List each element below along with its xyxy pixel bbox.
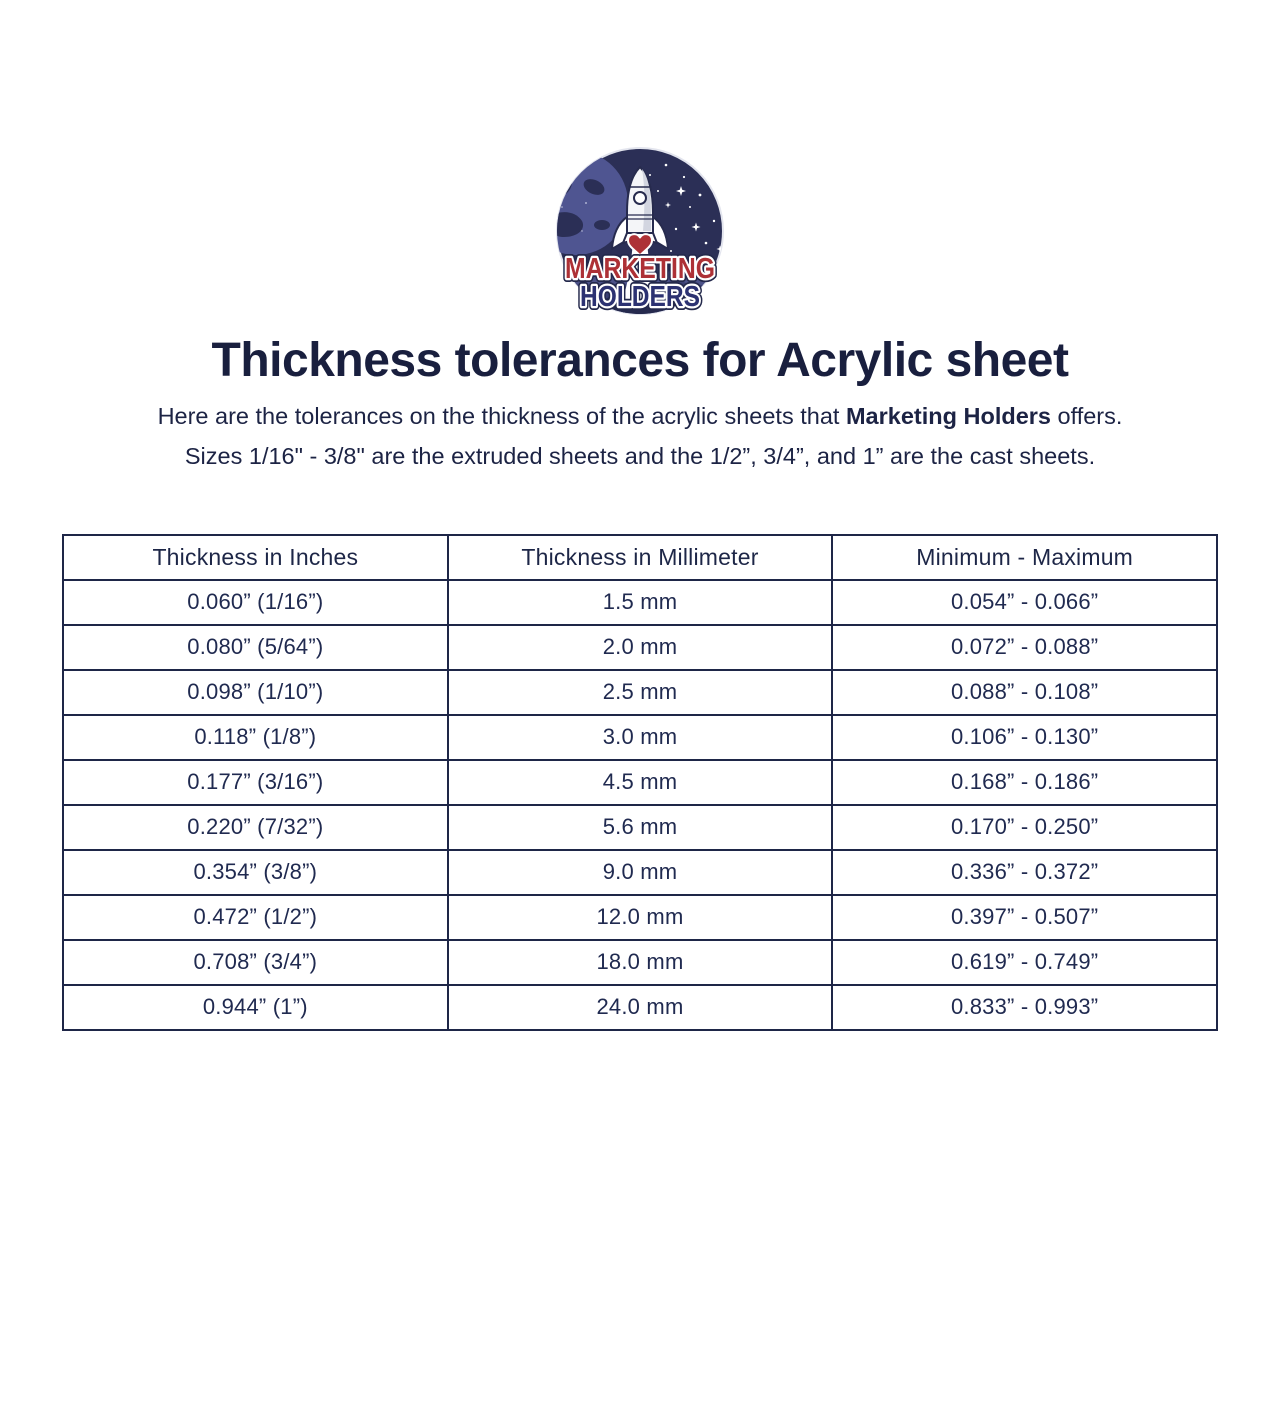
- cell-min-max: 0.397” - 0.507”: [831, 893, 1218, 941]
- cell-min-max: 0.619” - 0.749”: [831, 938, 1218, 986]
- table-row: 0.080” (5/64”) 2.0 mm 0.072” - 0.088”: [62, 623, 1218, 671]
- cell-thickness-mm: 24.0 mm: [446, 983, 834, 1031]
- table-header-cell: Thickness in Millimeter: [446, 533, 834, 581]
- marketing-holders-logo: MARKETING HOLDERS MARKETING HOLDERS: [540, 145, 740, 325]
- table-row: 0.118” (1/8”) 3.0 mm 0.106” - 0.130”: [62, 713, 1218, 761]
- table-body: 0.060” (1/16”) 1.5 mm 0.054” - 0.066” 0.…: [62, 578, 1218, 1031]
- logo-wordmark: MARKETING HOLDERS MARKETING HOLDERS: [561, 249, 719, 317]
- cell-thickness-inches: 0.080” (5/64”): [62, 623, 449, 671]
- table-row: 0.944” (1”) 24.0 mm 0.833” - 0.993”: [62, 983, 1218, 1031]
- cell-min-max: 0.088” - 0.108”: [831, 668, 1218, 716]
- cell-thickness-mm: 9.0 mm: [446, 848, 834, 896]
- cell-min-max: 0.170” - 0.250”: [831, 803, 1218, 851]
- cell-thickness-inches: 0.177” (3/16”): [62, 758, 449, 806]
- cell-min-max: 0.336” - 0.372”: [831, 848, 1218, 896]
- cell-thickness-inches: 0.472” (1/2”): [62, 893, 449, 941]
- rocket-icon: [611, 166, 669, 257]
- page-title: Thickness tolerances for Acrylic sheet: [211, 334, 1069, 387]
- description-line1: Here are the tolerances on the thickness…: [158, 403, 1123, 429]
- wordmark-line1-outline: MARKETING: [565, 253, 715, 285]
- table-row: 0.220” (7/32”) 5.6 mm 0.170” - 0.250”: [62, 803, 1218, 851]
- cell-thickness-inches: 0.118” (1/8”): [62, 713, 449, 761]
- cell-thickness-inches: 0.708” (3/4”): [62, 938, 449, 986]
- table-row: 0.708” (3/4”) 18.0 mm 0.619” - 0.749”: [62, 938, 1218, 986]
- cell-thickness-inches: 0.060” (1/16”): [62, 578, 449, 626]
- cell-min-max: 0.054” - 0.066”: [831, 578, 1218, 626]
- cell-thickness-inches: 0.220” (7/32”): [62, 803, 449, 851]
- page: MARKETING HOLDERS MARKETING HOLDERS Thic…: [0, 145, 1280, 1425]
- cell-thickness-mm: 18.0 mm: [446, 938, 834, 986]
- table-header-cell: Minimum - Maximum: [831, 533, 1218, 581]
- rocket-plume-icon: [620, 241, 660, 307]
- cell-thickness-mm: 3.0 mm: [446, 713, 834, 761]
- table-header-row: Thickness in Inches Thickness in Millimet…: [62, 533, 1218, 581]
- cell-min-max: 0.168” - 0.186”: [831, 758, 1218, 806]
- table-header-cell: Thickness in Inches: [62, 533, 449, 581]
- table-row: 0.472” (1/2”) 12.0 mm 0.397” - 0.507”: [62, 893, 1218, 941]
- cell-min-max: 0.106” - 0.130”: [831, 713, 1218, 761]
- cell-thickness-mm: 12.0 mm: [446, 893, 834, 941]
- cell-thickness-mm: 1.5 mm: [446, 578, 834, 626]
- cell-min-max: 0.833” - 0.993”: [831, 983, 1218, 1031]
- cell-thickness-mm: 2.0 mm: [446, 623, 834, 671]
- description-line1-suffix: offers.: [1051, 402, 1123, 429]
- cell-thickness-mm: 5.6 mm: [446, 803, 834, 851]
- brand-name: Marketing Holders: [845, 402, 1051, 429]
- table-row: 0.060” (1/16”) 1.5 mm 0.054” - 0.066”: [62, 578, 1218, 626]
- cell-thickness-mm: 4.5 mm: [446, 758, 834, 806]
- description-line1-prefix: Here are the tolerances on the thickness…: [157, 402, 846, 429]
- description-line2: Sizes 1/16" - 3/8" are the extruded shee…: [184, 442, 1096, 469]
- table-head: Thickness in Inches Thickness in Millimet…: [62, 533, 1218, 581]
- cell-min-max: 0.072” - 0.088”: [831, 623, 1218, 671]
- wordmark-line1: MARKETING: [565, 253, 715, 285]
- cell-thickness-inches: 0.944” (1”): [62, 983, 449, 1031]
- table-row: 0.177” (3/16”) 4.5 mm 0.168” - 0.186”: [62, 758, 1218, 806]
- cell-thickness-inches: 0.098” (1/10”): [62, 668, 449, 716]
- description: Here are the tolerances on the thickness…: [0, 396, 1280, 476]
- tolerance-table: Thickness in Inches Thickness in Millimet…: [62, 533, 1218, 1031]
- table-row: 0.354” (3/8”) 9.0 mm 0.336” - 0.372”: [62, 848, 1218, 896]
- wordmark-line2: HOLDERS: [580, 281, 700, 313]
- wordmark-line2-outline: HOLDERS: [580, 281, 700, 313]
- table-row: 0.098” (1/10”) 2.5 mm 0.088” - 0.108”: [62, 668, 1218, 716]
- cell-thickness-inches: 0.354” (3/8”): [62, 848, 449, 896]
- cell-thickness-mm: 2.5 mm: [446, 668, 834, 716]
